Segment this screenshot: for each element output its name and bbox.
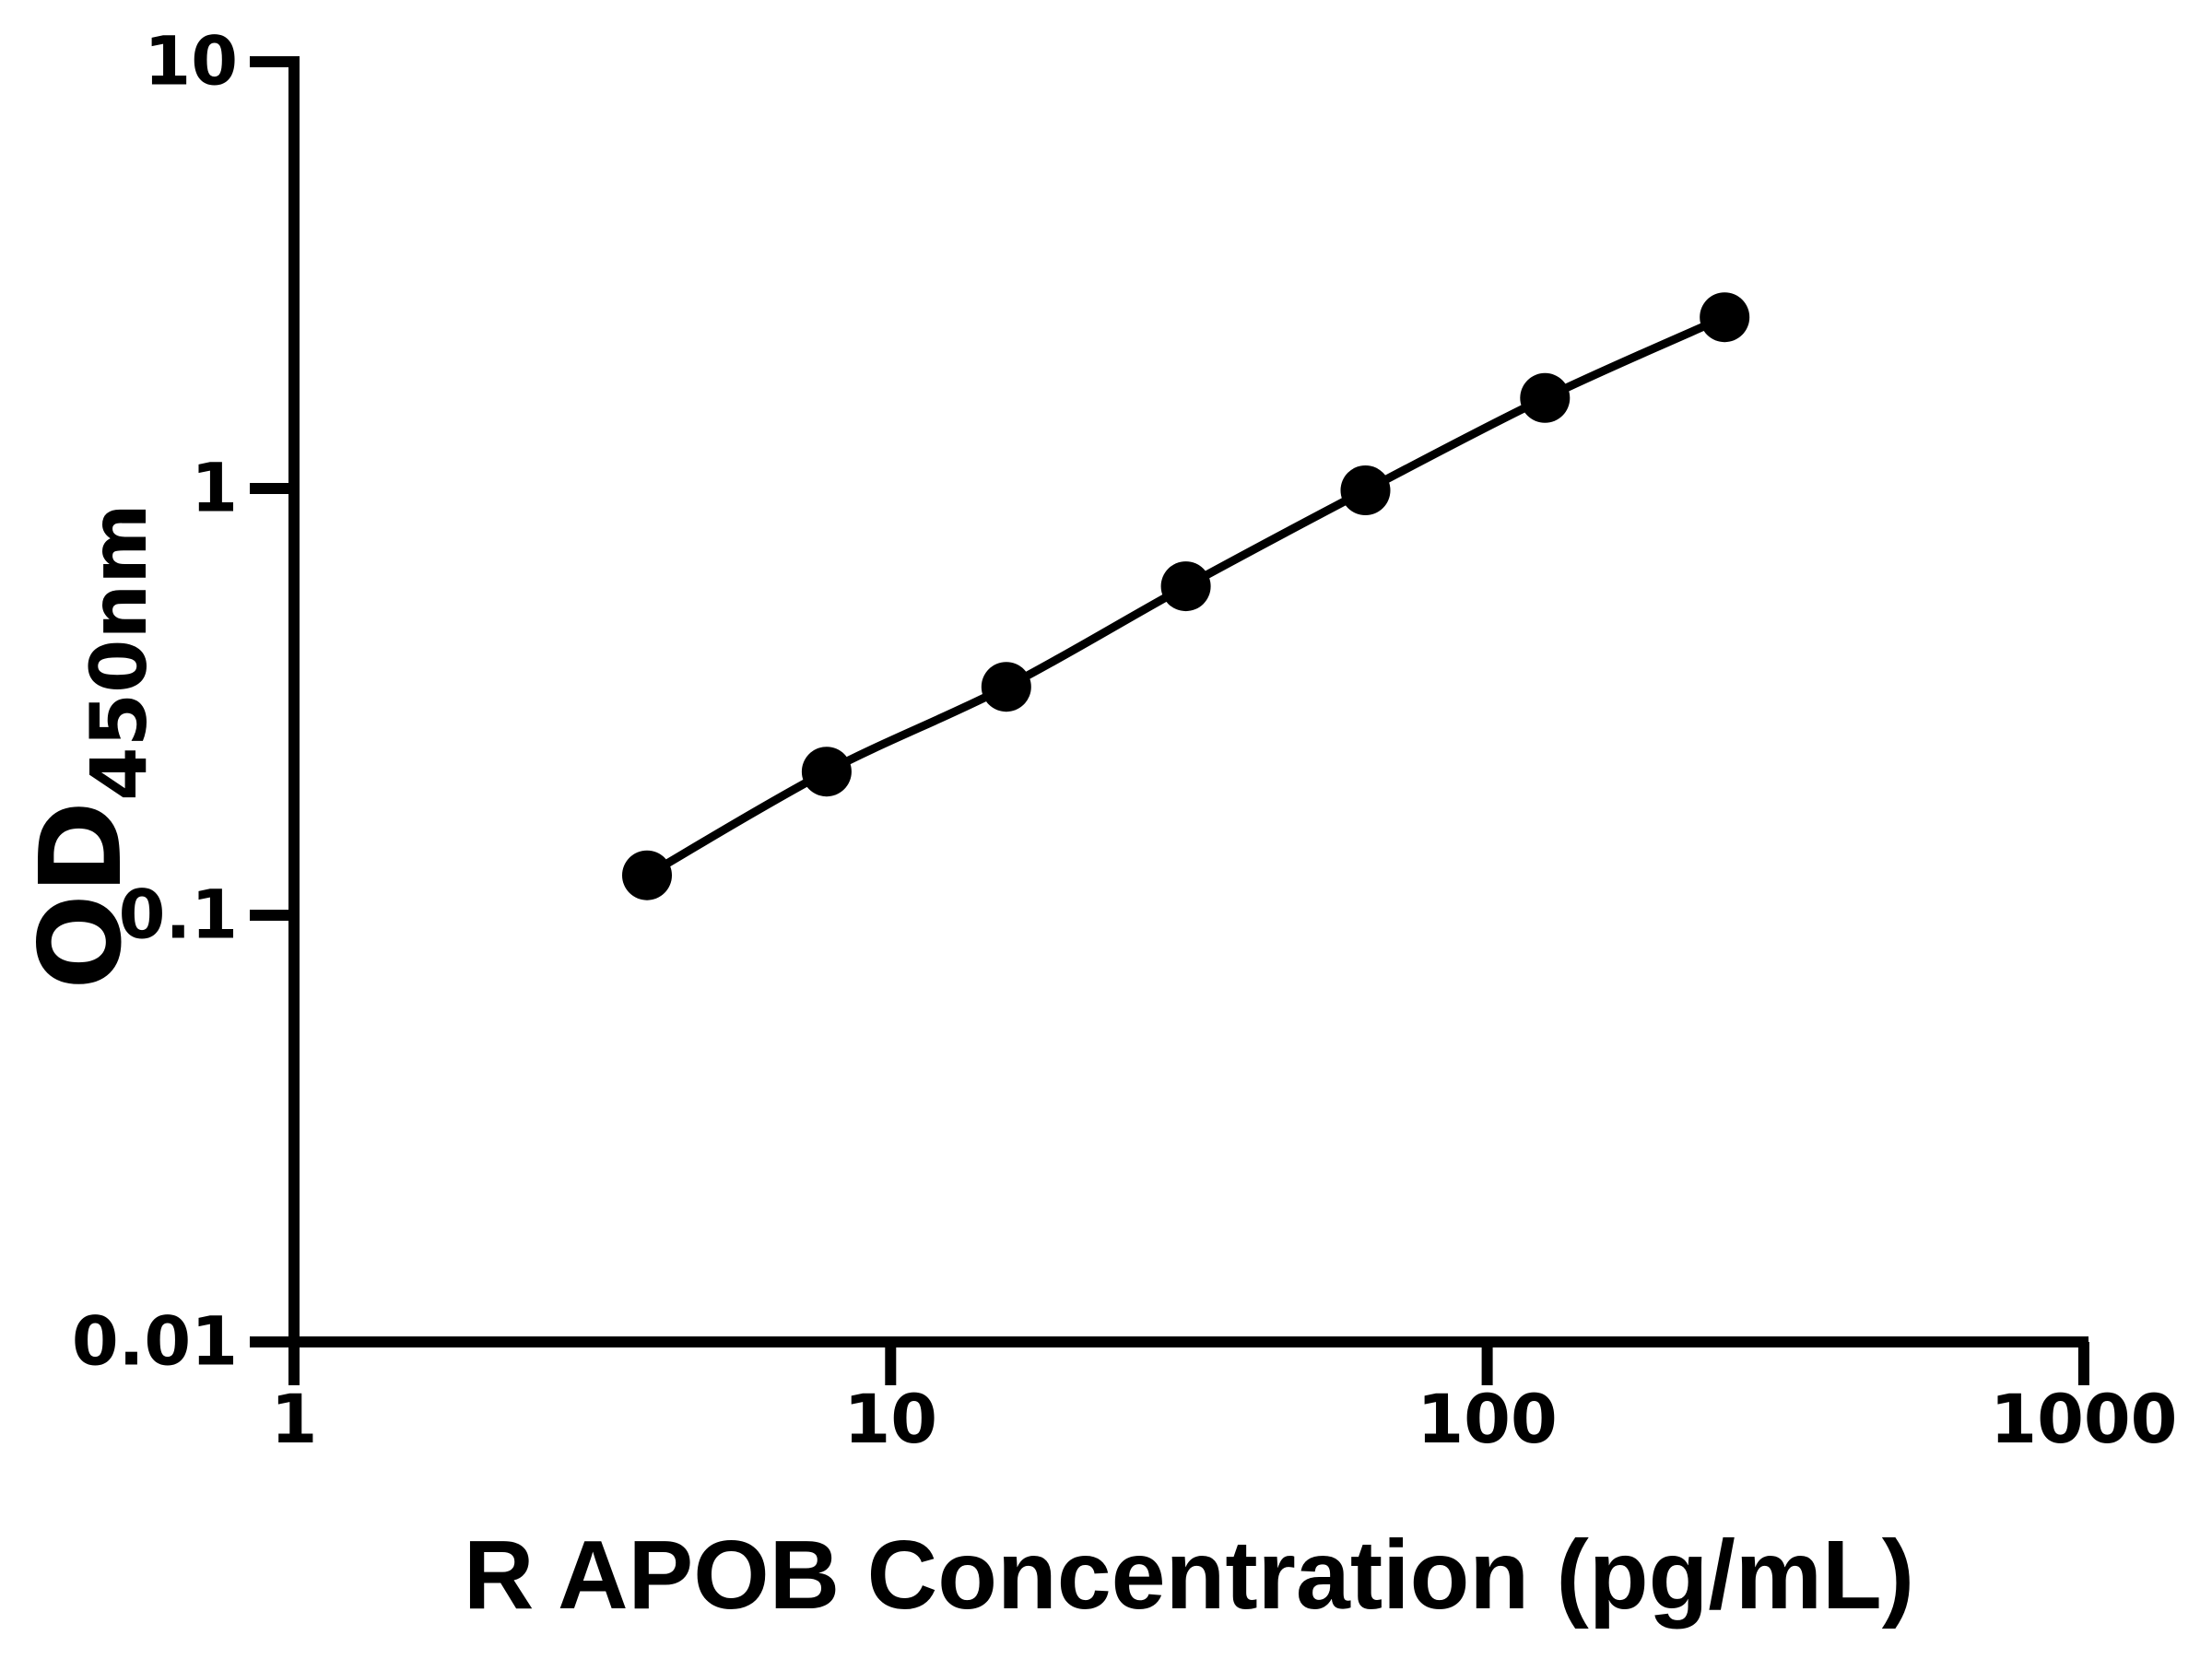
axes xyxy=(288,56,2088,1347)
data-points xyxy=(622,292,1750,900)
y-tick-label: 1 xyxy=(191,450,238,528)
data-point xyxy=(1520,372,1571,423)
data-point xyxy=(1340,465,1391,515)
y-tick-label: 0.01 xyxy=(72,1303,238,1382)
data-point xyxy=(622,850,672,900)
data-point xyxy=(1700,292,1750,343)
data-point xyxy=(801,747,852,797)
x-axis-ticks: 1 10 100 1000 xyxy=(271,1342,2177,1459)
y-axis-title: OD450nm xyxy=(16,503,164,990)
y-axis-title-sub: 450nm xyxy=(74,503,164,801)
x-tick-label: 1 xyxy=(271,1381,318,1459)
y-tick-label: 10 xyxy=(144,23,238,101)
data-point xyxy=(981,662,1031,712)
y-axis-title-main: OD xyxy=(16,801,147,990)
x-tick-label: 100 xyxy=(1417,1381,1557,1459)
data-point xyxy=(1160,561,1211,612)
y-axis-ticks: 10 1 0.1 0.01 xyxy=(72,23,300,1382)
x-tick-label: 10 xyxy=(844,1381,938,1459)
x-tick-label: 1000 xyxy=(1990,1381,2177,1459)
x-axis-title: R APOB Concentration (pg/mL) xyxy=(464,1521,1914,1630)
y-tick-label: 0.1 xyxy=(119,877,238,955)
